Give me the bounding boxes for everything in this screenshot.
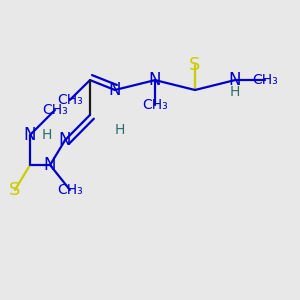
- Text: N: N: [149, 71, 161, 89]
- Text: N: N: [59, 131, 71, 149]
- Text: S: S: [9, 181, 21, 199]
- Text: N: N: [24, 126, 36, 144]
- Text: CH₃: CH₃: [57, 183, 83, 197]
- Text: CH₃: CH₃: [252, 73, 278, 87]
- Text: N: N: [229, 71, 241, 89]
- Text: N: N: [109, 81, 121, 99]
- Text: H: H: [230, 85, 240, 98]
- Text: H: H: [41, 128, 52, 142]
- Text: S: S: [189, 56, 201, 74]
- Text: CH₃: CH₃: [142, 98, 168, 112]
- Text: CH₃: CH₃: [42, 103, 68, 117]
- Text: CH₃: CH₃: [57, 93, 83, 107]
- Text: N: N: [44, 156, 56, 174]
- Text: H: H: [115, 123, 125, 137]
